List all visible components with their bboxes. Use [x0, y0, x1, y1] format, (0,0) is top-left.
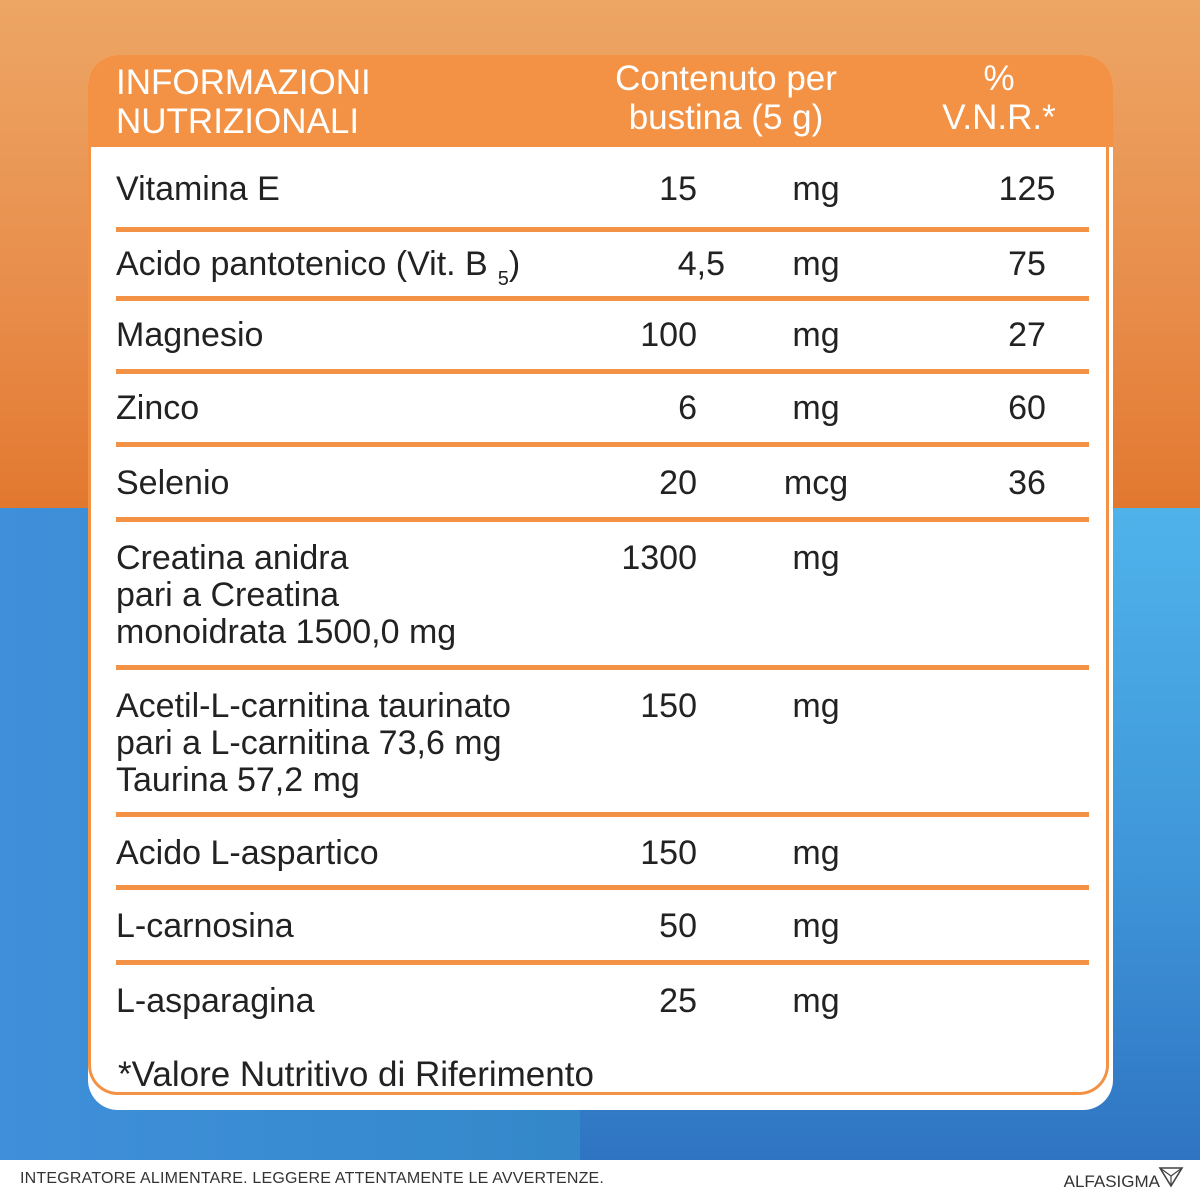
nutrient-unit: mg	[792, 170, 840, 208]
nutrient-vnr: 125	[998, 170, 1056, 208]
nutrient-quantity: 15	[659, 170, 697, 208]
footnote: *Valore Nutritivo di Riferimento	[118, 1055, 594, 1094]
nutrient-unit: mg	[792, 834, 840, 872]
nutrient-name: Magnesio	[116, 316, 264, 354]
nutrient-unit: mcg	[783, 464, 849, 502]
table-row: L-asparagina 25 mg	[116, 965, 1089, 1035]
nutrient-name: L-carnosina	[116, 907, 294, 945]
nutrient-name: Acetil-L-carnitina taurinato pari a L-ca…	[116, 687, 511, 799]
table-row: Zinco 6 mg 60	[116, 374, 1089, 447]
nutrient-name-end: )	[508, 245, 521, 283]
header-content-per-sachet: Contenuto per bustina (5 g)	[604, 59, 848, 137]
table-row: Creatina anidra pari a Creatina monoidra…	[116, 522, 1089, 670]
table-header: INFORMAZIONI NUTRIZIONALI Contenuto per …	[88, 55, 1113, 147]
table-row: Acido L-aspartico 150 mg	[116, 817, 1089, 890]
nutrient-quantity: 4,5	[677, 245, 725, 283]
header-vnr: % V.N.R.*	[942, 59, 1056, 137]
nutrient-quantity: 20	[659, 464, 697, 502]
nutrient-quantity: 1300	[621, 539, 697, 577]
table-row: Selenio 20 mcg 36	[116, 447, 1089, 522]
nutrient-vnr: 60	[1008, 389, 1046, 427]
nutrient-subscript: 5	[497, 268, 509, 290]
header-info-line1: INFORMAZIONI	[116, 63, 371, 102]
nutrient-quantity: 50	[659, 907, 697, 945]
header-info-title: INFORMAZIONI NUTRIZIONALI	[116, 63, 371, 141]
nutrient-unit: mg	[792, 687, 840, 725]
nutrient-quantity: 6	[678, 389, 697, 427]
nutrient-unit: mg	[792, 982, 840, 1020]
nutrient-vnr: 36	[1008, 464, 1046, 502]
nutrient-name: Acido pantotenico (Vit. B 5)	[116, 246, 520, 298]
nutrient-vnr: 27	[1008, 316, 1046, 354]
nutrient-name: Creatina anidra pari a Creatina monoidra…	[116, 539, 457, 651]
nutrient-quantity: 100	[640, 316, 697, 354]
header-content-line2: bustina (5 g)	[628, 98, 824, 137]
nutrient-name: L-asparagina	[116, 982, 315, 1020]
nutrient-name: Zinco	[116, 389, 200, 427]
nutrient-vnr: 75	[1008, 245, 1046, 283]
nutrient-quantity: 150	[640, 834, 697, 872]
table-row: Acido pantotenico (Vit. B 5) 4,5 mg 75	[116, 232, 1089, 301]
header-content-line1: Contenuto per	[615, 59, 837, 98]
nutrient-unit: mg	[792, 316, 840, 354]
nutrition-card: INFORMAZIONI NUTRIZIONALI Contenuto per …	[88, 55, 1113, 1110]
table-row: Magnesio 100 mg 27	[116, 301, 1089, 374]
table-row: Acetil-L-carnitina taurinato pari a L-ca…	[116, 670, 1089, 817]
nutrient-name: Vitamina E	[116, 170, 280, 208]
disclaimer-text: INTEGRATORE ALIMENTARE. LEGGERE ATTENTAM…	[20, 1170, 605, 1187]
table-row: Vitamina E 15 mg 125	[116, 147, 1089, 232]
nutrient-name-text: Acido pantotenico (Vit. B	[116, 245, 488, 283]
nutrient-name: Selenio	[116, 464, 230, 502]
brand-name: ALFASIGMA	[1063, 1172, 1160, 1191]
nutrient-unit: mg	[792, 907, 840, 945]
nutrient-name: Acido L-aspartico	[116, 834, 379, 872]
table-frame	[88, 115, 1109, 1095]
alfasigma-logo-icon	[1158, 1167, 1184, 1188]
nutrient-unit: mg	[792, 389, 840, 427]
footer-bar: INTEGRATORE ALIMENTARE. LEGGERE ATTENTAM…	[0, 1160, 1200, 1200]
table-row: L-carnosina 50 mg	[116, 890, 1089, 965]
nutrient-quantity: 150	[640, 687, 697, 725]
nutrient-unit: mg	[792, 245, 840, 283]
nutrient-unit: mg	[792, 539, 840, 577]
nutrient-quantity: 25	[659, 982, 697, 1020]
header-info-line2: NUTRIZIONALI	[116, 102, 360, 141]
